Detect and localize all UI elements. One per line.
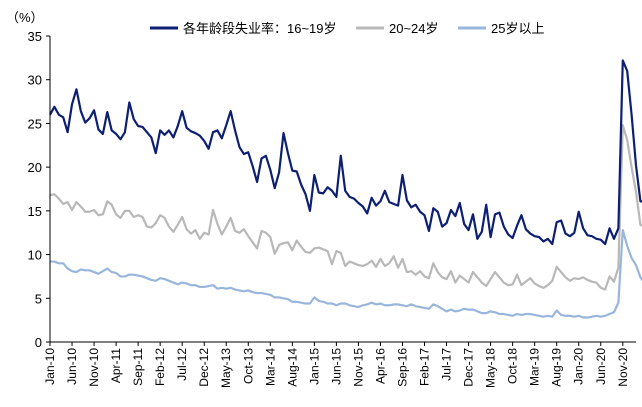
x-tick-label: Oct-18 bbox=[506, 348, 520, 384]
y-tick-label: 0 bbox=[35, 335, 42, 350]
x-tick-label: Nov-10 bbox=[87, 348, 101, 387]
x-tick-label: Nov-20 bbox=[616, 348, 630, 387]
axes: 0 5 10 15 20 25 30 35 Jan-10 Jun-10 Nov-10 Apr-11 Se… bbox=[28, 29, 636, 388]
x-tick-label: Feb-12 bbox=[153, 348, 167, 386]
y-tick-label: 35 bbox=[28, 29, 42, 44]
x-tick-label: Jan-20 bbox=[572, 348, 586, 385]
y-tick-label: 20 bbox=[28, 160, 42, 175]
y-tick-label: 25 bbox=[28, 116, 42, 131]
x-tick-label: Sep-11 bbox=[131, 348, 145, 386]
x-tick-label: Oct-13 bbox=[241, 348, 255, 384]
legend-label-1: 20~24岁 bbox=[389, 21, 439, 36]
x-tick-label: Jan-15 bbox=[307, 348, 321, 385]
y-tick-label: 15 bbox=[28, 204, 42, 219]
x-tick-label: Jan-10 bbox=[43, 348, 57, 385]
x-tick-label: Apr-11 bbox=[109, 348, 123, 383]
x-tick-label: Feb-17 bbox=[418, 348, 432, 386]
x-tick-label: Dec-17 bbox=[462, 348, 476, 387]
series-lines bbox=[49, 59, 642, 319]
x-tick-label: Jun-10 bbox=[65, 348, 79, 385]
x-tick-label: Mar-19 bbox=[528, 348, 542, 386]
series-line-2 bbox=[50, 228, 642, 319]
series-line-0 bbox=[49, 59, 642, 246]
x-tick-label: Jul-12 bbox=[175, 348, 189, 381]
x-tick-label: May-18 bbox=[484, 348, 498, 388]
x-tick-label: Sep-16 bbox=[395, 348, 409, 387]
legend-label-2: 25岁以上 bbox=[491, 21, 544, 36]
y-tick-label: 5 bbox=[35, 291, 42, 306]
x-tick-label: Jun-20 bbox=[594, 348, 608, 385]
legend: 各年龄段失业率：16~19岁 20~24岁 25岁以上 bbox=[150, 21, 544, 36]
series-line-1 bbox=[49, 124, 642, 291]
x-tick-label: Aug-19 bbox=[550, 348, 564, 387]
x-tick-label: Aug-14 bbox=[285, 348, 299, 387]
x-tick-label: Jun-15 bbox=[329, 348, 343, 385]
y-tick-label: 10 bbox=[28, 248, 42, 263]
legend-label-0: 各年龄段失业率：16~19岁 bbox=[183, 21, 337, 36]
y-axis-unit-label: （%） bbox=[6, 10, 44, 25]
x-tick-label: Apr-16 bbox=[373, 348, 387, 384]
x-tick-label: May-13 bbox=[219, 348, 233, 388]
x-tick-label: Nov-15 bbox=[351, 348, 365, 387]
x-tick-label: Dec-12 bbox=[197, 348, 211, 387]
x-tick-label: Mar-14 bbox=[263, 348, 277, 386]
x-tick-label: Jul-17 bbox=[440, 348, 454, 381]
y-tick-label: 30 bbox=[28, 73, 42, 88]
